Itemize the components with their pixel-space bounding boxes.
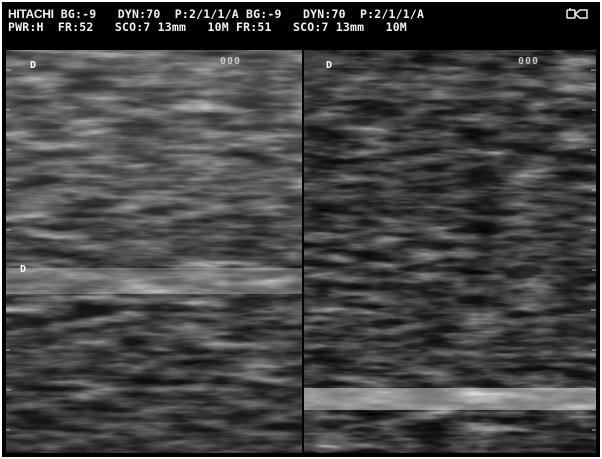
depth-scale-ticks bbox=[6, 50, 14, 453]
brand-logo: HITACHI bbox=[8, 7, 54, 21]
ultrasound-header: HITACHI BG:-9 DYN:70 P:2/1/1/A BG:-9 DYN… bbox=[2, 2, 600, 44]
right-ultrasound-image: D 000 bbox=[304, 50, 596, 453]
header-line-1: HITACHI BG:-9 DYN:70 P:2/1/1/A BG:-9 DYN… bbox=[8, 8, 424, 20]
left-gain-settings: BG:-9 DYN:70 P:2/1/1/A bbox=[53, 7, 239, 21]
left-speckle-texture bbox=[6, 50, 302, 453]
spacer bbox=[229, 20, 236, 34]
left-focus-label: 000 bbox=[220, 56, 242, 67]
header-line-2: PWR:H FR:52 SCO:7 13mm 10M FR:51 SCO:7 1… bbox=[8, 21, 407, 33]
left-ultrasound-image: D 000 D bbox=[6, 50, 302, 453]
right-gain-settings: BG:-9 DYN:70 P:2/1/1/A bbox=[246, 7, 425, 21]
left-depth-marker: D bbox=[20, 264, 27, 275]
right-focus-label: 000 bbox=[518, 56, 540, 67]
left-orientation-marker: D bbox=[30, 60, 37, 71]
spacer bbox=[239, 7, 246, 21]
right-orientation-marker: D bbox=[326, 60, 333, 71]
right-speckle-texture bbox=[304, 50, 596, 453]
right-frame-settings: FR:51 SCO:7 13mm 10M bbox=[235, 20, 407, 34]
dual-image-area: D 000 D bbox=[6, 50, 596, 453]
transducer-probe-icon bbox=[566, 7, 588, 21]
left-frame-settings: PWR:H FR:52 SCO:7 13mm 10M bbox=[8, 20, 229, 34]
right-depth-scale-ticks bbox=[588, 50, 596, 453]
